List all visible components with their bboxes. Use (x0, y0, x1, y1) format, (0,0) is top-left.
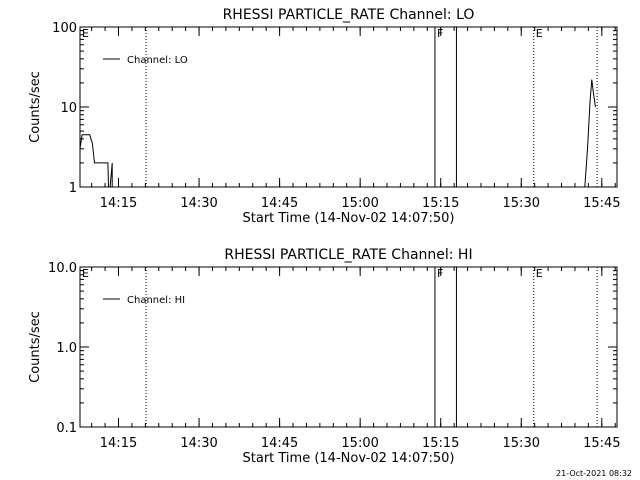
event-marker-label: E (82, 27, 89, 40)
x-tick-label: 15:30 (503, 436, 540, 451)
x-tick-label: 14:30 (180, 196, 217, 211)
x-axis-label: Start Time (14-Nov-02 14:07:50) (243, 211, 455, 226)
x-axis-label: Start Time (14-Nov-02 14:07:50) (243, 451, 455, 466)
legend-entry: Channel: LO (127, 55, 188, 66)
event-marker-label: F (437, 267, 443, 280)
series-line (584, 79, 596, 187)
x-tick-label: 14:30 (180, 436, 217, 451)
y-tick-label: 10.0 (48, 261, 77, 276)
y-axis-label: Counts/sec (28, 311, 43, 383)
y-tick-label: 0.1 (56, 421, 77, 436)
x-tick-label: 15:30 (503, 196, 540, 211)
event-marker-label: E (82, 267, 89, 280)
event-marker-label: F (437, 27, 443, 40)
series-group (80, 79, 596, 187)
chart-panel-1: RHESSI PARTICLE_RATE Channel: LO 1 10 100 14… (28, 7, 621, 226)
chart-title: RHESSI PARTICLE_RATE Channel: HI (224, 247, 472, 263)
x-tick-label: 15:45 (583, 436, 620, 451)
chart-panel-2: RHESSI PARTICLE_RATE Channel: HI 0.1 1.0 10… (28, 247, 621, 466)
plot-frame (79, 266, 618, 428)
x-tick-label: 14:15 (100, 196, 137, 211)
x-tick-label: 15:00 (341, 196, 378, 211)
plot-frame (79, 26, 618, 188)
footer-timestamp: 21-Oct-2021 08:32 (556, 469, 632, 478)
y-tick-label: 1.0 (56, 341, 77, 356)
y-tick-label: 10 (60, 101, 77, 116)
x-tick-label: 15:00 (341, 436, 378, 451)
y-tick-label: 1 (69, 181, 77, 196)
x-tick-label: 14:45 (261, 196, 298, 211)
x-tick-label: 15:15 (422, 436, 459, 451)
x-tick-label: 15:45 (583, 196, 620, 211)
y-axis-label: Counts/sec (28, 71, 43, 143)
event-marker-label: E (536, 267, 543, 280)
x-tick-label: 14:15 (100, 436, 137, 451)
chart-title: RHESSI PARTICLE_RATE Channel: LO (223, 7, 475, 23)
event-marker-label: E (536, 27, 543, 40)
y-tick-label: 100 (52, 21, 77, 36)
series-line (80, 134, 115, 187)
legend-entry: Channel: HI (127, 295, 185, 306)
x-tick-label: 14:45 (261, 436, 298, 451)
x-tick-label: 15:15 (422, 196, 459, 211)
